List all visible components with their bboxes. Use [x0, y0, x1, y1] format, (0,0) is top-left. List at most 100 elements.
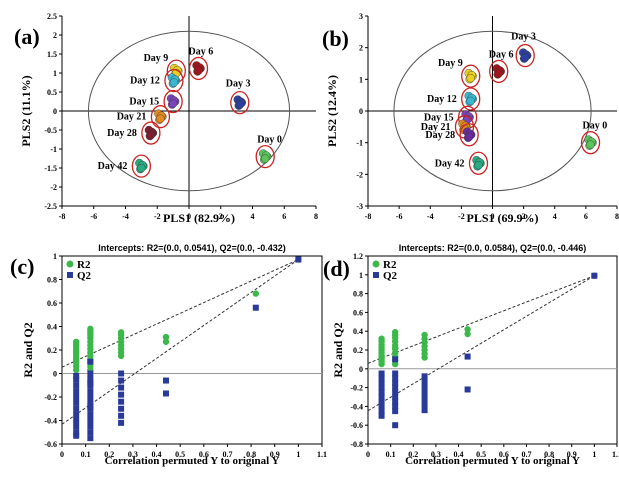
y-tick-label: 0: [359, 365, 363, 374]
group-day-12: Day 12: [130, 68, 184, 93]
panel-label-4: (d): [323, 256, 350, 281]
x-tick-label: 4: [553, 212, 557, 221]
score-plot-a: -8 -6 -4 -2 0 2 4 6 8 -2.5 -2 -1.5 -1 -0.5 0 0.5 1 1.5 2 2.…: [19, 12, 318, 225]
chart-title: Intercepts: R2=(0.0, 0.0541), Q2=(0.0, -…: [98, 243, 286, 253]
panel-label-3: (c): [10, 254, 34, 279]
q2-point: [392, 403, 399, 410]
x-tick-label: 0.6: [199, 450, 209, 459]
fit-line-q2: [367, 275, 595, 412]
q2-point: [295, 256, 302, 263]
data-point: [261, 154, 270, 163]
q2-point: [87, 435, 94, 442]
x-tick-label: 0.7: [222, 450, 232, 459]
q2-point: [163, 390, 169, 397]
y-axis-label: R2 and Q2: [331, 322, 345, 377]
x-tick-label: 6: [282, 212, 286, 221]
hotelling-ellipse: [87, 30, 291, 192]
group-day-0: Day 0: [580, 121, 607, 155]
group-label: Day 28: [425, 130, 455, 141]
legend-q2-marker: [373, 272, 379, 278]
q2-point: [73, 429, 80, 436]
q2-point: [118, 419, 125, 426]
group-day-15: Day 15: [129, 89, 183, 114]
q2-point: [73, 388, 80, 395]
q2-point: [392, 389, 399, 396]
group-day-3: Day 3: [511, 32, 536, 68]
group-day-28: Day 28: [107, 121, 161, 145]
q2-point: [378, 379, 385, 386]
r2-point: [421, 331, 428, 339]
q2-point: [118, 412, 125, 419]
group-ellipse: [164, 68, 184, 93]
data-point: [156, 114, 165, 123]
data-point: [466, 73, 475, 83]
legend-r2-marker: [66, 260, 74, 268]
x-tick-label: -2: [458, 212, 465, 221]
y-tick-label: -0.2: [44, 393, 57, 402]
panel-label-2: (b): [322, 26, 349, 51]
y-tick-label: 1: [53, 252, 57, 261]
q2-point: [378, 394, 385, 400]
q2-point: [87, 403, 94, 410]
q2-point: [421, 373, 428, 380]
x-tick-label: -6: [90, 212, 97, 221]
q2-point: [73, 372, 80, 379]
x-axis-label: PLS1 (82.9%): [163, 211, 235, 225]
x-tick-label: 0.4: [454, 450, 464, 459]
group-day-6: Day 6: [189, 46, 213, 81]
y-tick-label: 1: [359, 75, 363, 84]
x-tick-label: 4: [251, 212, 255, 221]
y-tick-label: 0.6: [47, 299, 57, 308]
data-point: [137, 163, 146, 173]
group-label: Day 0: [257, 135, 282, 146]
group-day-0: Day 0: [255, 135, 282, 169]
series-q2: [378, 272, 598, 429]
legend-r2-marker: [372, 260, 380, 268]
y-tick-label: -2: [50, 183, 57, 192]
y-axis-label: PLS2 (12.4%): [325, 75, 339, 147]
y-tick-label: -1: [356, 139, 363, 148]
x-tick-label: 0.5: [175, 450, 185, 459]
y-tick-label: 0.4: [47, 323, 57, 332]
group-ellipse: [163, 89, 183, 114]
x-tick-label: 1: [592, 450, 596, 459]
q2-point: [87, 411, 94, 418]
q2-point: [73, 411, 80, 418]
r2-point: [72, 338, 80, 345]
group-label: Day 3: [511, 32, 536, 43]
x-tick-label: 8: [314, 212, 318, 221]
data-point: [194, 66, 203, 75]
q2-point: [392, 375, 399, 382]
series-q2: [73, 256, 302, 442]
y-tick-label: 3: [359, 12, 363, 21]
q2-point: [252, 304, 259, 311]
x-axis-label: PLS1 (69.9%): [467, 211, 539, 225]
x-tick-label: -8: [365, 212, 372, 221]
q2-point: [87, 388, 94, 395]
q2-point: [421, 407, 428, 414]
x-tick-label: -2: [154, 212, 161, 221]
x-tick-label: 0.9: [270, 450, 280, 459]
q2-point: [421, 384, 428, 391]
x-tick-label: 2: [522, 212, 526, 221]
y-tick-label: -0.2: [350, 384, 363, 393]
y-tick-label: -0.5: [44, 126, 57, 135]
hotelling-ellipse: [393, 30, 592, 192]
q2-point: [118, 370, 125, 377]
q2-point: [378, 389, 385, 396]
group-day-12: Day 12: [427, 87, 481, 111]
q2-point: [392, 379, 399, 386]
group-label: Day 12: [427, 94, 457, 105]
x-tick-label: -4: [427, 212, 434, 221]
x-tick-label: 0.5: [476, 450, 486, 459]
q2-point: [118, 405, 125, 412]
q2-point: [378, 375, 385, 382]
q2-point: [378, 398, 385, 405]
legend-q2-marker: [67, 272, 73, 278]
q2-point: [87, 417, 94, 424]
q2-point: [73, 432, 80, 439]
y-axis-label: R2 and Q2: [21, 322, 35, 377]
group-ellipse: [131, 154, 152, 178]
